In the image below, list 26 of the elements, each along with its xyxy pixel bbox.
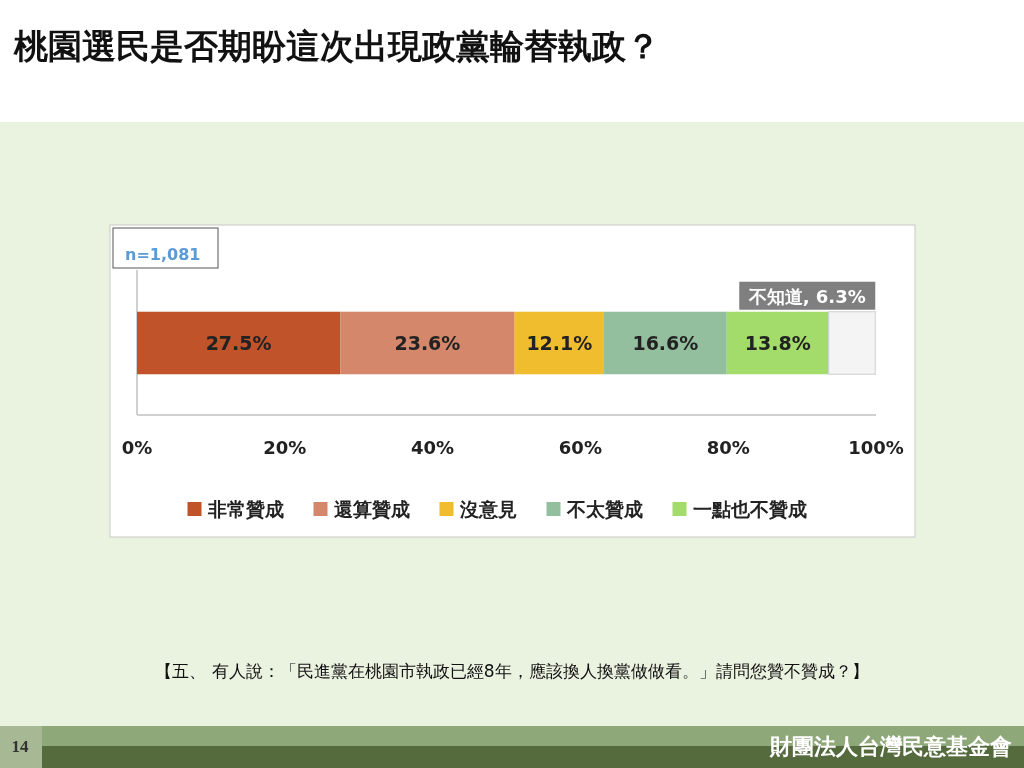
bar [514,311,605,375]
bar [137,311,341,375]
text: 【五、 有人說：「民進黨在桃園市執政已經8年，應該換人換黨做做看。」請問您贊不贊成？】 [155,661,869,681]
legend-label: 一點也不贊成 [692,498,807,520]
x-tick-label: 80% [706,437,750,458]
legend-label: 非常贊成 [206,498,284,520]
legend-label: 還算贊成 [333,498,410,520]
text: 財團法人台灣民意基金會 [769,734,1012,759]
x-tick-label: 40% [411,437,455,458]
text: 14 [11,737,29,756]
data-label: 16.6% [632,332,699,354]
x-tick-label: 60% [558,437,602,458]
bar [340,311,515,375]
legend-label: 不太贊成 [565,498,643,520]
chart-title: 桃園選民是否期盼這次出現政黨輪替執政？ [13,26,660,66]
data-label: 12.1% [526,332,593,354]
bar [604,311,727,375]
x-tick-label: 20% [263,437,307,458]
x-tick-label: 100% [848,437,904,458]
x-tick-label: 0% [121,437,153,458]
data-label: 27.5% [205,332,272,354]
data-label: 不知道, 6.3% [747,285,866,307]
legend-label: 沒意見 [458,498,517,520]
text: n=1,081 [125,245,201,264]
data-label: 23.6% [394,332,461,354]
data-label: 13.8% [744,332,811,354]
